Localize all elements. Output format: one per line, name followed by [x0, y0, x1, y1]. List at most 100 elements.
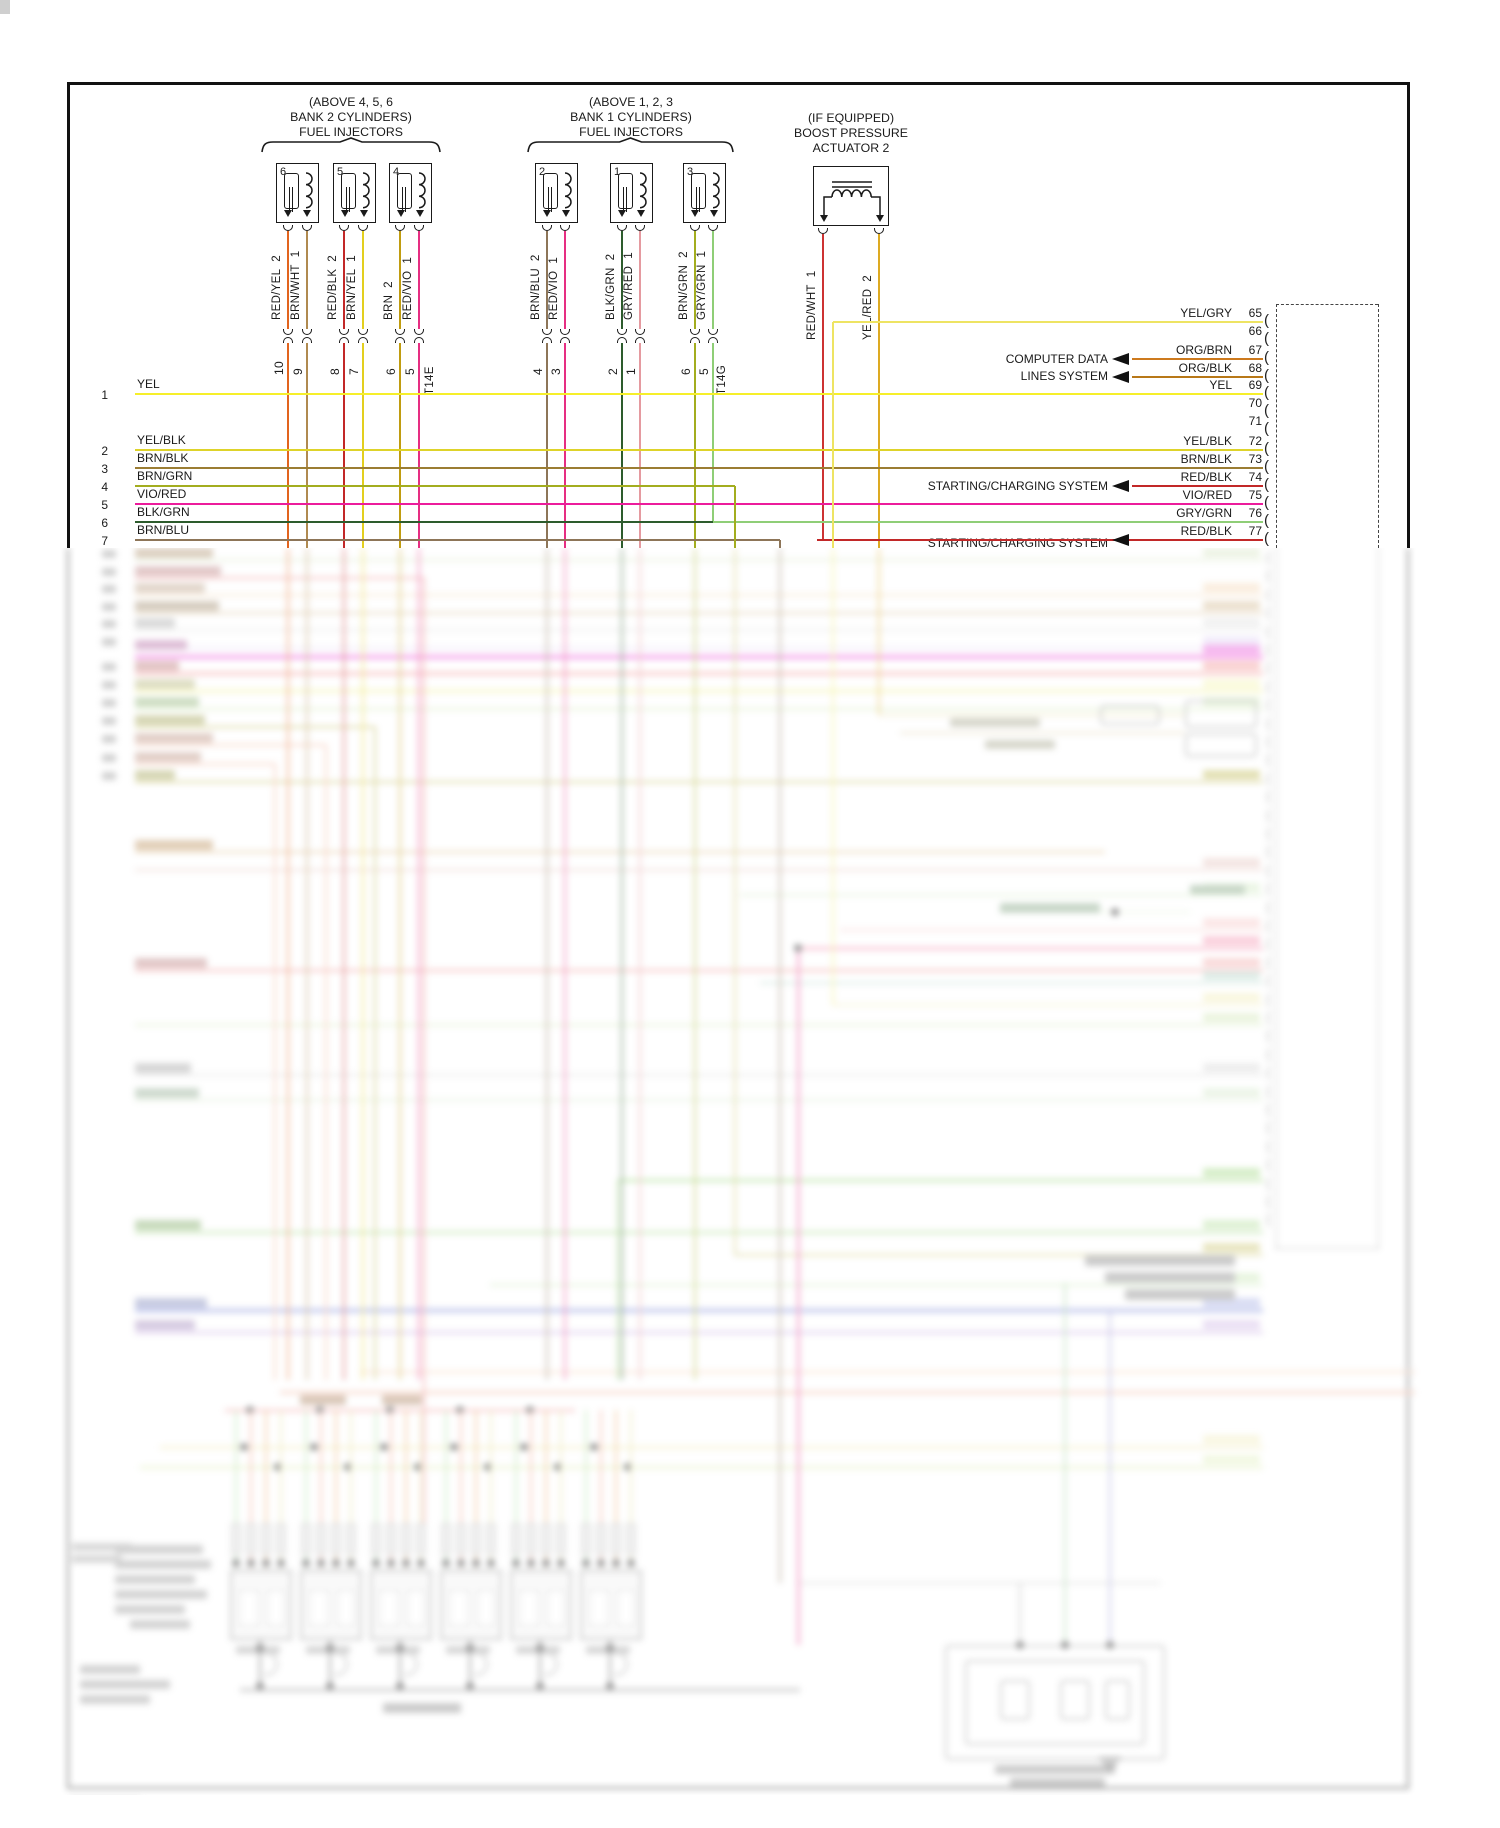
drop-dot	[326, 1682, 334, 1690]
faded-hwire-4	[135, 628, 1263, 632]
faded-vwire-11	[831, 548, 835, 1005]
injector-number: 2	[539, 166, 546, 178]
injector-number: 1	[614, 166, 621, 178]
faded-vwire-22	[1063, 1283, 1067, 1645]
junction-dot	[590, 1443, 598, 1451]
inline-connector-icon	[339, 329, 349, 335]
faded-row-number	[102, 663, 116, 671]
system-arrow-icon	[1112, 480, 1129, 492]
pin-connector-icon: (	[1264, 349, 1269, 366]
drop-dot	[396, 1644, 404, 1652]
faded-vwire-14	[778, 548, 782, 1583]
inline-pin-number: 8	[328, 368, 342, 375]
bottom-wire	[419, 1410, 423, 1568]
faded-hwire-14	[879, 713, 1185, 717]
faded-row-number	[102, 568, 116, 576]
faded-hwire-31	[490, 1283, 1263, 1287]
inline-connector-icon	[560, 329, 570, 335]
drop-dot	[466, 1682, 474, 1690]
ecm-dashed-left-faded	[1276, 548, 1277, 1248]
faded-text-blob	[115, 1560, 211, 1569]
bottom-pin-dot	[302, 1559, 310, 1567]
faded-hwire-15	[900, 731, 1185, 735]
blur-wash-overlay	[0, 548, 1422, 1795]
right-pin-number: 65	[1248, 306, 1262, 320]
faded-hwire-34	[360, 1370, 1415, 1374]
pin-connector-icon-faded: (	[1266, 1119, 1271, 1137]
bottom-pin-dot	[627, 1559, 635, 1567]
bottom-drop-line	[399, 1640, 401, 1690]
faded-row-number	[102, 772, 116, 780]
faded-text-blob	[1010, 1778, 1105, 1787]
bottom-wire	[444, 1410, 448, 1568]
drop-dot	[606, 1644, 614, 1652]
faded-text-blob	[135, 679, 195, 689]
faded-pin-label	[1203, 548, 1260, 557]
right-pin-number: 74	[1248, 470, 1262, 484]
faded-hwire-32	[135, 1307, 1263, 1313]
bottom-pin-dot	[457, 1559, 465, 1567]
inline-connector-icon	[560, 337, 570, 343]
pin-connector-icon-faded: (	[1266, 788, 1271, 806]
injector-plug-symbol	[618, 173, 633, 212]
faded-hwire-20	[840, 928, 1263, 932]
faded-text-blob	[135, 1298, 207, 1308]
plug-line	[292, 187, 294, 212]
faded-hwire-6	[135, 655, 1263, 659]
bottom-wire	[614, 1410, 618, 1568]
bottom-connector-box-2	[300, 1570, 362, 1640]
pin-connector-icon-faded: (	[1266, 1064, 1271, 1082]
pin-connector-icon-faded: (	[1266, 677, 1271, 695]
bottom-pin-rect	[486, 1523, 496, 1555]
connector-fork-icon	[302, 225, 312, 231]
wire-brn-wht	[305, 343, 309, 548]
blurred-content: (((((((((((((((((((((((((((((((((((((	[0, 548, 1422, 1795]
bottom-pin-dot	[512, 1559, 520, 1567]
wire-label: RED/YEL 2	[271, 255, 283, 320]
bottom-wire	[404, 1410, 408, 1568]
wire-red-blk	[342, 231, 346, 329]
faded-text-blob	[135, 1063, 191, 1073]
bottom-box-detail	[379, 1590, 399, 1626]
down-arrow-icon	[820, 215, 828, 222]
blurred-region: (((((((((((((((((((((((((((((((((((((	[0, 548, 1422, 1795]
bus-line-77	[817, 538, 1263, 542]
pin-connector-icon-faded: (	[1266, 898, 1271, 916]
faded-hwire-7	[135, 671, 1263, 675]
inline-connector-icon	[283, 329, 293, 335]
inline-connector-icon	[358, 329, 368, 335]
bottom-wire	[544, 1410, 548, 1568]
pin-connector-icon-faded: (	[1266, 861, 1271, 879]
faded-text-blob	[115, 1590, 207, 1599]
faded-hwire-38	[140, 1465, 1263, 1469]
bottom-wire	[529, 1410, 533, 1568]
bottom-pin-rect	[316, 1523, 326, 1555]
bottom-drop-line	[259, 1640, 261, 1690]
faded-hwire-40	[240, 1688, 800, 1692]
right-pin-number: 76	[1248, 506, 1262, 520]
inline-connector-icon	[635, 329, 645, 335]
right-pin-number: 67	[1248, 343, 1262, 357]
group2-title-line1: (ABOVE 1, 2, 3	[588, 95, 674, 109]
wire-red-blk	[342, 343, 346, 548]
down-arrow-icon	[360, 210, 368, 217]
inline-connector-id: T14G	[716, 365, 728, 395]
faded-text-blob	[135, 548, 213, 558]
inline-pin-number: 5	[697, 368, 711, 375]
page-border-right	[1407, 82, 1410, 548]
pin-connector-icon: (	[1264, 367, 1269, 384]
faded-hwire-8	[135, 688, 1263, 694]
pin-connector-icon-faded: (	[1266, 641, 1271, 658]
bottom-pin-dot	[317, 1559, 325, 1567]
bottom-box-detail	[589, 1590, 609, 1626]
pin-connector-icon-faded: (	[1266, 1009, 1271, 1026]
junction-dot	[794, 944, 802, 952]
junction-dot	[344, 1463, 352, 1471]
faded-vwire-23	[1108, 1310, 1112, 1645]
bus-line-73	[135, 466, 1263, 470]
faded-row-number	[102, 638, 116, 646]
faded-text-blob	[300, 1395, 346, 1405]
left-row-label: BLK/GRN	[137, 505, 190, 519]
wire-gry-red	[638, 231, 642, 329]
